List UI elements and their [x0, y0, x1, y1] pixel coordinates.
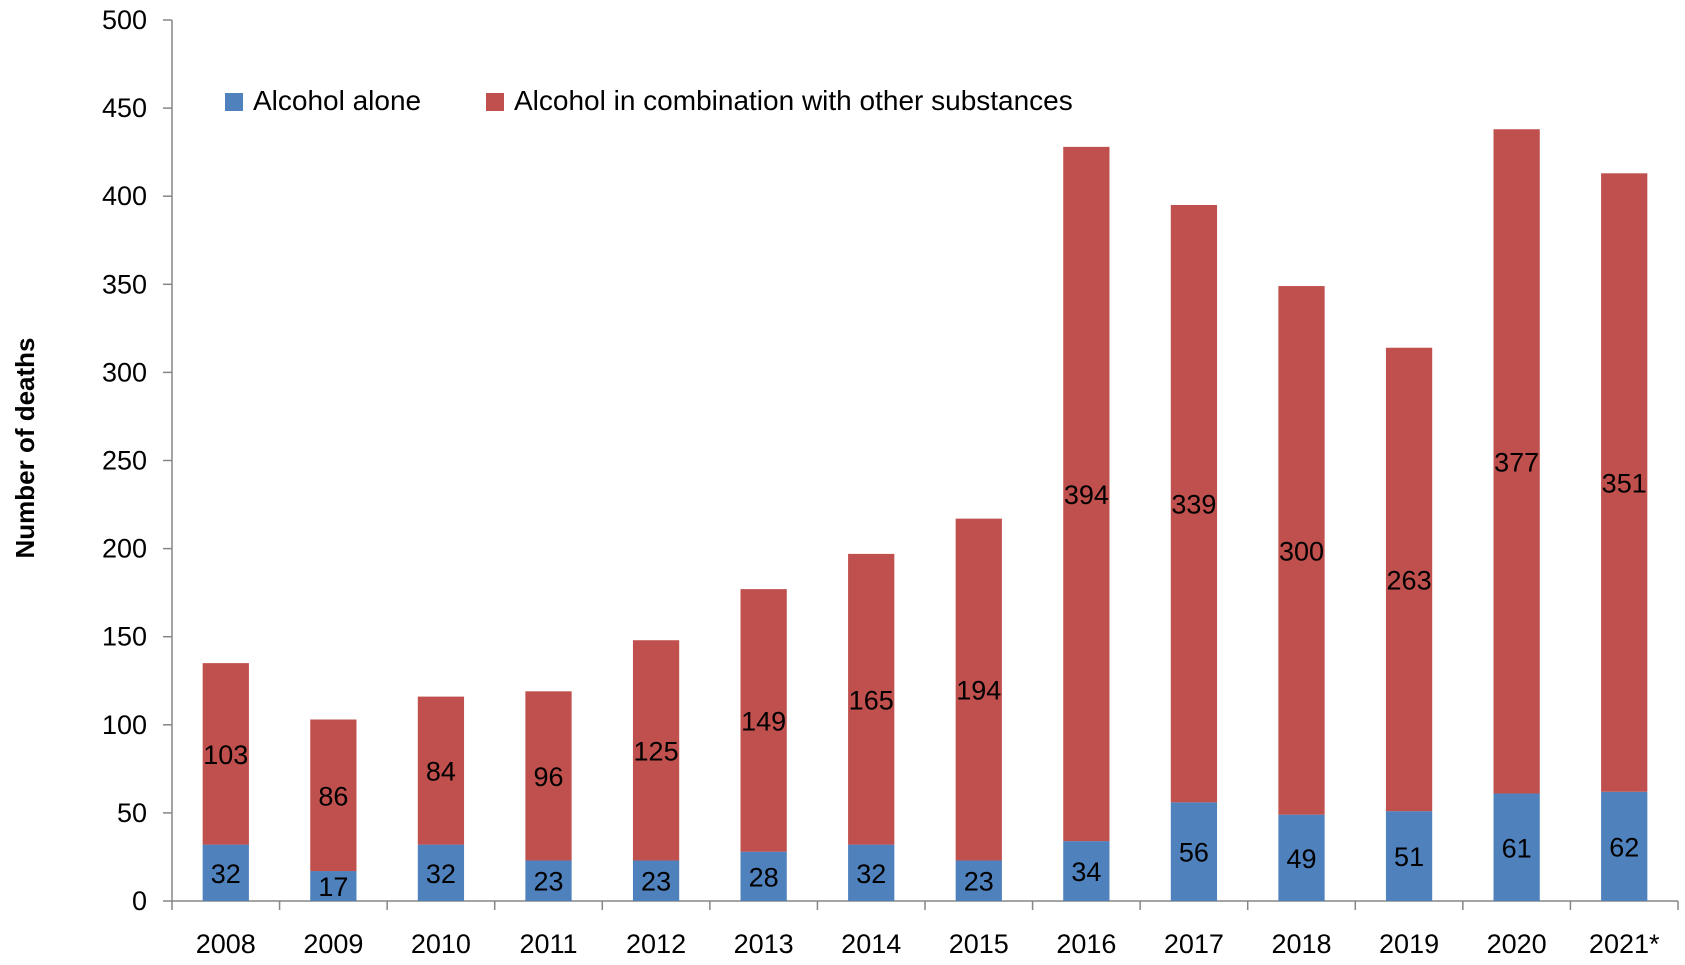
data-label-alcohol-combination: 165 [849, 685, 894, 715]
legend-label-alcohol-alone: Alcohol alone [253, 85, 421, 116]
data-label-alcohol-alone: 32 [211, 859, 241, 889]
bar-alcohol-combination [1170, 205, 1218, 803]
data-label-alcohol-alone: 23 [533, 867, 563, 897]
bar-alcohol-alone [1278, 814, 1325, 901]
data-label-alcohol-alone: 61 [1502, 833, 1532, 863]
x-tick-label: 2010 [411, 929, 471, 959]
x-tick-label: 2008 [196, 929, 256, 959]
y-axis-title-group: Number of deaths [10, 337, 40, 558]
x-ticks: 2008 2009 2010 2011 2012 2013 2014 2015 2016 2017… [171, 901, 1679, 959]
y-tick-label: 50 [117, 798, 147, 828]
data-label-alcohol-alone: 23 [964, 867, 994, 897]
bar-alcohol-alone [848, 844, 895, 901]
bar-alcohol-alone [632, 860, 680, 901]
data-label-alcohol-alone: 17 [318, 872, 348, 902]
bar-alcohol-combination [525, 691, 572, 861]
data-label-alcohol-alone: 49 [1286, 844, 1316, 874]
bar-alcohol-alone [310, 871, 357, 901]
legend-swatch-alcohol-combination [486, 93, 504, 111]
x-tick-label: 2011 [519, 929, 577, 959]
x-tick-label: 2015 [949, 929, 1009, 959]
x-tick-label: 2021* [1589, 929, 1660, 959]
bar-alcohol-combination [202, 663, 249, 845]
y-tick-label: 500 [102, 5, 147, 35]
bar-alcohol-alone [1493, 793, 1540, 901]
bar-alcohol-combination [632, 640, 680, 861]
x-tick-label: 2018 [1271, 929, 1331, 959]
data-label-alcohol-combination: 377 [1494, 447, 1539, 477]
bar-alcohol-alone [1385, 811, 1433, 901]
data-label-alcohol-combination: 149 [741, 706, 786, 736]
data-label-alcohol-alone: 34 [1071, 857, 1101, 887]
bar-alcohol-combination [1385, 347, 1433, 812]
bar-alcohol-combination [848, 553, 895, 845]
data-label-alcohol-combination: 84 [426, 757, 456, 787]
bar-alcohol-combination [417, 696, 465, 845]
bar-alcohol-alone [1063, 841, 1110, 901]
data-labels: 32 103 17 86 32 84 23 96 23 125 28 149 32 165 23 194 34 3… [203, 447, 1646, 902]
data-label-alcohol-alone: 32 [856, 859, 886, 889]
bar-alcohol-alone [740, 851, 787, 901]
data-label-alcohol-combination: 194 [956, 676, 1001, 706]
data-label-alcohol-combination: 103 [203, 740, 248, 770]
y-tick-label: 100 [102, 710, 147, 740]
x-tick-label: 2017 [1164, 929, 1224, 959]
data-label-alcohol-combination: 339 [1171, 490, 1216, 520]
y-tick-label: 450 [102, 93, 147, 123]
data-label-alcohol-combination: 96 [533, 762, 563, 792]
y-tick-label: 350 [102, 269, 147, 299]
bar-alcohol-alone [1170, 802, 1218, 901]
x-tick-label: 2009 [303, 929, 363, 959]
data-label-alcohol-combination: 263 [1387, 565, 1432, 595]
x-tick-label: 2016 [1056, 929, 1116, 959]
data-label-alcohol-combination: 351 [1602, 469, 1647, 499]
bar-alcohol-alone [525, 860, 572, 901]
y-ticks: 0 50 100 150 200 250 300 350 400 450 500 [102, 5, 172, 916]
legend-swatch-alcohol-alone [225, 93, 243, 111]
data-label-alcohol-alone: 51 [1394, 842, 1424, 872]
x-tick-label: 2020 [1487, 929, 1547, 959]
x-tick-label: 2012 [626, 929, 686, 959]
bar-alcohol-alone [955, 860, 1002, 901]
bars [202, 129, 1648, 901]
data-label-alcohol-alone: 28 [749, 862, 779, 892]
y-tick-label: 200 [102, 534, 147, 564]
y-tick-label: 250 [102, 446, 147, 476]
x-tick-label: 2013 [734, 929, 794, 959]
y-tick-label: 300 [102, 357, 147, 387]
legend-label-alcohol-combination: Alcohol in combination with other substa… [514, 85, 1073, 116]
data-label-alcohol-alone: 56 [1179, 838, 1209, 868]
axes [171, 20, 1678, 902]
bar-alcohol-combination [1601, 173, 1648, 792]
bar-alcohol-alone [1601, 791, 1648, 901]
legend: Alcohol alone Alcohol in combination wit… [225, 85, 1073, 116]
bar-alcohol-combination [1063, 146, 1110, 842]
bar-alcohol-combination [1493, 129, 1540, 794]
data-label-alcohol-combination: 300 [1279, 536, 1324, 566]
data-label-alcohol-combination: 125 [634, 736, 679, 766]
data-label-alcohol-alone: 32 [426, 859, 456, 889]
x-tick-label: 2019 [1379, 929, 1439, 959]
data-label-alcohol-alone: 62 [1609, 832, 1639, 862]
bar-alcohol-combination [955, 518, 1002, 861]
y-tick-label: 150 [102, 622, 147, 652]
y-axis-title: Number of deaths [10, 337, 40, 558]
x-tick-label: 2014 [841, 929, 901, 959]
data-label-alcohol-combination: 394 [1064, 480, 1109, 510]
y-tick-label: 400 [102, 181, 147, 211]
bar-alcohol-alone [202, 844, 249, 901]
data-label-alcohol-alone: 23 [641, 867, 671, 897]
y-tick-label: 0 [132, 886, 147, 916]
bar-alcohol-combination [1278, 286, 1325, 815]
bar-alcohol-combination [310, 719, 357, 872]
bar-alcohol-alone [417, 844, 465, 901]
bar-alcohol-combination [740, 589, 787, 852]
data-label-alcohol-combination: 86 [318, 781, 348, 811]
